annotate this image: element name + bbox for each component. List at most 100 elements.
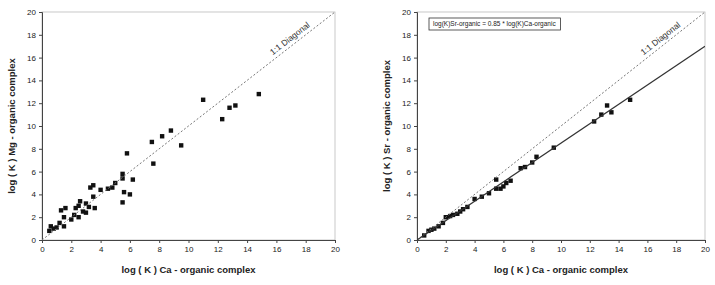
tick: 4 [32,190,42,199]
tick-mark [446,240,447,243]
tick-mark [39,35,42,36]
tick: 14 [615,240,624,254]
tick-mark [39,58,42,59]
tick-label: 14 [243,245,252,254]
tick: 18 [402,31,417,40]
plot-area [42,12,335,240]
tick: 8 [530,240,535,254]
tick-label: 18 [402,31,411,40]
data-point [63,206,67,210]
tick-label: 8 [157,245,162,254]
tick: 0 [32,236,42,245]
tick-mark [39,80,42,81]
tick: 12 [214,240,223,254]
data-point [128,192,132,196]
tick-label: 2 [32,213,37,222]
data-point [151,161,155,165]
tick-mark [414,240,417,241]
tick-label: 0 [415,245,420,254]
tick: 2 [444,240,449,254]
data-point [233,103,237,107]
tick-label: 20 [27,8,36,17]
tick: 8 [157,240,162,254]
tick: 18 [672,240,681,254]
data-point [76,204,80,208]
tick-mark [619,240,620,243]
tick-label: 0 [40,245,45,254]
tick-label: 4 [473,245,478,254]
tick-mark [414,194,417,195]
tick: 0 [415,240,420,254]
tick-label: 2 [407,213,412,222]
line-label: 1:1 Diagonal [639,20,683,58]
axis-line [39,13,43,241]
data-point [91,183,95,187]
tick-mark [39,12,42,13]
data-point [59,208,63,212]
tick-label: 8 [530,245,535,254]
tick-mark [130,240,131,243]
tick: 20 [331,240,340,254]
data-point [62,215,66,219]
data-point [76,215,80,219]
tick-mark [532,240,533,243]
tick-mark [39,126,42,127]
tick-label: 10 [557,245,566,254]
tick-mark [414,217,417,218]
tick-label: 10 [27,122,36,131]
data-point [47,229,51,233]
tick-mark [276,240,277,243]
series-line [42,12,335,240]
tick-label: 10 [402,122,411,131]
tick: 16 [272,240,281,254]
tick-mark [414,80,417,81]
tick-mark [306,240,307,243]
tick-mark [71,240,72,243]
tick-label: 14 [615,245,624,254]
tick: 6 [407,168,417,177]
tick-mark [335,240,336,243]
tick-label: 0 [407,236,412,245]
tick-label: 10 [185,245,194,254]
data-point [257,92,261,96]
tick-label: 8 [32,145,37,154]
tick: 8 [32,145,42,154]
tick-mark [414,126,417,127]
tick-label: 12 [214,245,223,254]
tick-label: 2 [444,245,449,254]
tick-label: 18 [27,31,36,40]
tick: 16 [643,240,652,254]
data-point [122,190,126,194]
tick-label: 20 [331,245,340,254]
tick-mark [561,240,562,243]
tick-mark [189,240,190,243]
tick-mark [39,194,42,195]
data-point [131,177,135,181]
tick: 6 [128,240,133,254]
tick: 18 [302,240,311,254]
tick-label: 12 [586,245,595,254]
tick: 0 [407,236,417,245]
data-point [93,206,97,210]
data-point [84,210,88,214]
tick-label: 0 [32,236,37,245]
data-point [120,200,124,204]
data-point [160,134,164,138]
data-point [120,172,124,176]
tick: 2 [407,213,417,222]
data-point [69,217,73,221]
chart-1: 0246810121416182002468101214161820log ( … [381,8,710,275]
data-point [87,205,91,209]
tick-mark [503,240,504,243]
tick: 20 [701,240,710,254]
tick-mark [475,240,476,243]
tick-label: 14 [402,76,411,85]
data-point [494,177,498,181]
data-point [169,128,173,132]
data-point [57,221,61,225]
tick-label: 18 [302,245,311,254]
tick: 6 [32,168,42,177]
tick-mark [39,149,42,150]
tick-label: 4 [407,190,412,199]
y-axis: 02468101214161820 [27,8,42,245]
